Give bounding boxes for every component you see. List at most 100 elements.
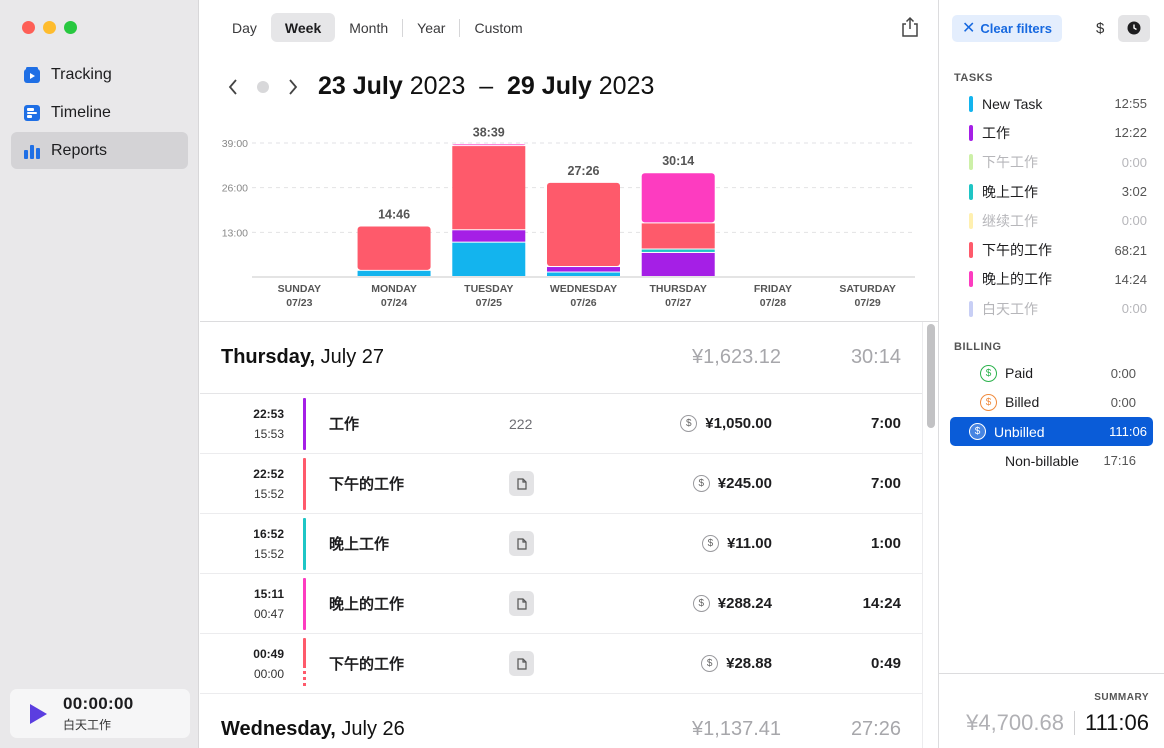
billing-filter-paid[interactable]: $ Paid 0:00 [950, 358, 1153, 387]
task-name: 下午的工作 [982, 242, 1052, 259]
currency-toggle[interactable]: $ [1095, 19, 1105, 37]
clock-toggle[interactable] [1118, 14, 1151, 42]
bar-segment [452, 230, 526, 242]
task-name: 晚上工作 [982, 183, 1038, 200]
task-filter-item[interactable]: 继续工作 0:00 [939, 206, 1164, 235]
time-entry-row[interactable]: 22:53 15:53 工作 222 $ ¥1,050.00 7:00 [200, 394, 922, 454]
entry-times: 00:49 00:00 [200, 644, 284, 684]
bar-segment [357, 226, 431, 270]
task-color-swatch [969, 271, 973, 288]
billing-duration: 17:16 [1103, 453, 1136, 469]
x-tick-day-label: SATURDAY [839, 283, 896, 295]
bar-segment [641, 223, 715, 249]
close-window-button[interactable] [22, 21, 35, 34]
dollar-circle-icon: $ [701, 535, 719, 552]
bar-total-label: 38:39 [473, 125, 505, 139]
billing-name: Billed [1005, 394, 1040, 411]
x-tick-date-label: 07/23 [286, 297, 312, 309]
bar-total-label: 30:14 [662, 154, 694, 168]
segment-custom[interactable]: Custom [474, 19, 523, 36]
segment-day[interactable]: Day [232, 19, 257, 36]
billing-filter-unbilled[interactable]: $ Unbilled 111:06 [950, 416, 1153, 447]
time-entry-row[interactable]: 22:52 15:52 下午的工作 $ ¥245.00 7:00 [200, 454, 922, 514]
task-filter-item[interactable]: 晚上的工作 14:24 [939, 265, 1164, 294]
time-entry-row[interactable]: 00:49 00:00 下午的工作 $ ¥28.88 0:49 [200, 634, 922, 694]
period-segmented-control: Day Week Month Year Custom [218, 13, 537, 42]
bar-segment [452, 144, 526, 146]
task-filter-item[interactable]: 工作 12:22 [939, 118, 1164, 147]
chevron-right-icon[interactable] [282, 76, 304, 98]
task-filter-item[interactable]: New Task 12:55 [939, 89, 1164, 118]
summary-duration: 111:06 [1084, 710, 1149, 735]
note-icon[interactable] [509, 591, 534, 616]
day-amount: ¥1,623.12 [692, 346, 781, 368]
note-icon[interactable] [509, 651, 534, 676]
entry-task-name: 晚上的工作 [329, 596, 405, 613]
filter-panel: ✕ Clear filters $ TASKS New Task 12:55 工作 1… [938, 0, 1164, 748]
clear-filters-button[interactable]: ✕ Clear filters [952, 14, 1062, 42]
entry-times: 16:52 15:52 [200, 524, 284, 564]
share-icon[interactable] [900, 16, 920, 38]
sidebar-item-timeline[interactable]: Timeline [11, 94, 188, 131]
minimize-window-button[interactable] [43, 21, 56, 34]
billing-name: Unbilled [994, 423, 1045, 440]
today-dot-button[interactable] [257, 80, 269, 93]
billing-duration: 0:00 [1110, 394, 1136, 410]
date-navigator: 23 July 2023 – 29 July 2023 [222, 72, 654, 101]
entry-duration: 0:49 [870, 655, 901, 672]
task-color-swatch [969, 154, 973, 171]
summary-title: SUMMARY [1094, 692, 1149, 703]
billing-filter-non-billable[interactable]: Non-billable 17:16 [950, 446, 1153, 475]
sidebar-item-tracking[interactable]: Tracking [11, 56, 188, 93]
task-filter-item[interactable]: 下午的工作 68:21 [939, 235, 1164, 264]
time-entry-row[interactable]: 15:11 00:47 晚上的工作 $ ¥288.24 14:24 [200, 574, 922, 634]
bar-total-label: 14:46 [378, 207, 410, 221]
entry-times: 22:53 15:53 [200, 404, 284, 444]
task-filter-item[interactable]: 晚上工作 3:02 [939, 177, 1164, 206]
segment-month[interactable]: Month [349, 19, 389, 36]
entry-end-time: 00:49 [253, 646, 284, 661]
x-tick-day-label: TUESDAY [464, 283, 513, 295]
bar-segment [641, 252, 715, 276]
sidebar-nav: Tracking Timeline Reports [11, 56, 188, 170]
day-amount: ¥1,137.41 [692, 718, 781, 740]
segment-week[interactable]: Week [270, 13, 336, 42]
task-name: 晚上的工作 [982, 271, 1052, 288]
close-icon: ✕ [962, 20, 976, 37]
day-header: Wednesday, July 26 ¥1,137.41 27:26 [200, 694, 922, 748]
scroll-track [922, 322, 938, 748]
time-entry-row[interactable]: 16:52 15:52 晚上工作 $ ¥11.00 1:00 [200, 514, 922, 574]
entry-times: 22:52 15:52 [200, 464, 284, 504]
entry-start-time: 15:53 [253, 426, 284, 441]
running-timer[interactable]: 00:00:00 白天工作 [10, 689, 190, 738]
chevron-left-icon[interactable] [222, 76, 244, 98]
task-duration: 0:00 [1121, 301, 1147, 317]
entry-color-bar [303, 637, 306, 690]
entry-start-time: 00:47 [253, 606, 284, 621]
note-icon[interactable] [509, 531, 534, 556]
task-name: 继续工作 [982, 212, 1038, 229]
billing-name: Non-billable [1005, 452, 1079, 469]
segment-year[interactable]: Year [417, 19, 446, 36]
sidebar-item-reports[interactable]: Reports [11, 132, 188, 169]
sidebar: Tracking Timeline Reports 00:00:00 白天工作 [0, 0, 199, 748]
billing-filter-billed[interactable]: $ Billed 0:00 [950, 388, 1153, 417]
bar-segment [547, 267, 620, 272]
task-name: 白天工作 [982, 300, 1038, 317]
scrollbar-thumb[interactable] [927, 324, 935, 428]
task-filter-item[interactable]: 白天工作 0:00 [939, 294, 1164, 323]
play-icon[interactable] [30, 703, 47, 724]
entry-end-time: 15:11 [253, 586, 284, 601]
note-icon[interactable] [509, 471, 534, 496]
entries-list: Thursday, July 27 ¥1,623.12 30:14 22:53 15:5… [200, 322, 922, 748]
summary-amount: ¥4,700.68 [966, 710, 1064, 735]
task-duration: 0:00 [1121, 213, 1147, 229]
task-filter-item[interactable]: 下午工作 0:00 [939, 148, 1164, 177]
entry-color-bar [303, 517, 306, 570]
entry-amount: $ ¥28.88 [569, 655, 772, 672]
timer-time: 00:00:00 [63, 694, 134, 713]
dollar-circle-icon: $ [980, 393, 997, 411]
tracking-icon [22, 65, 41, 84]
bar-segment [547, 182, 620, 267]
zoom-window-button[interactable] [64, 21, 77, 34]
